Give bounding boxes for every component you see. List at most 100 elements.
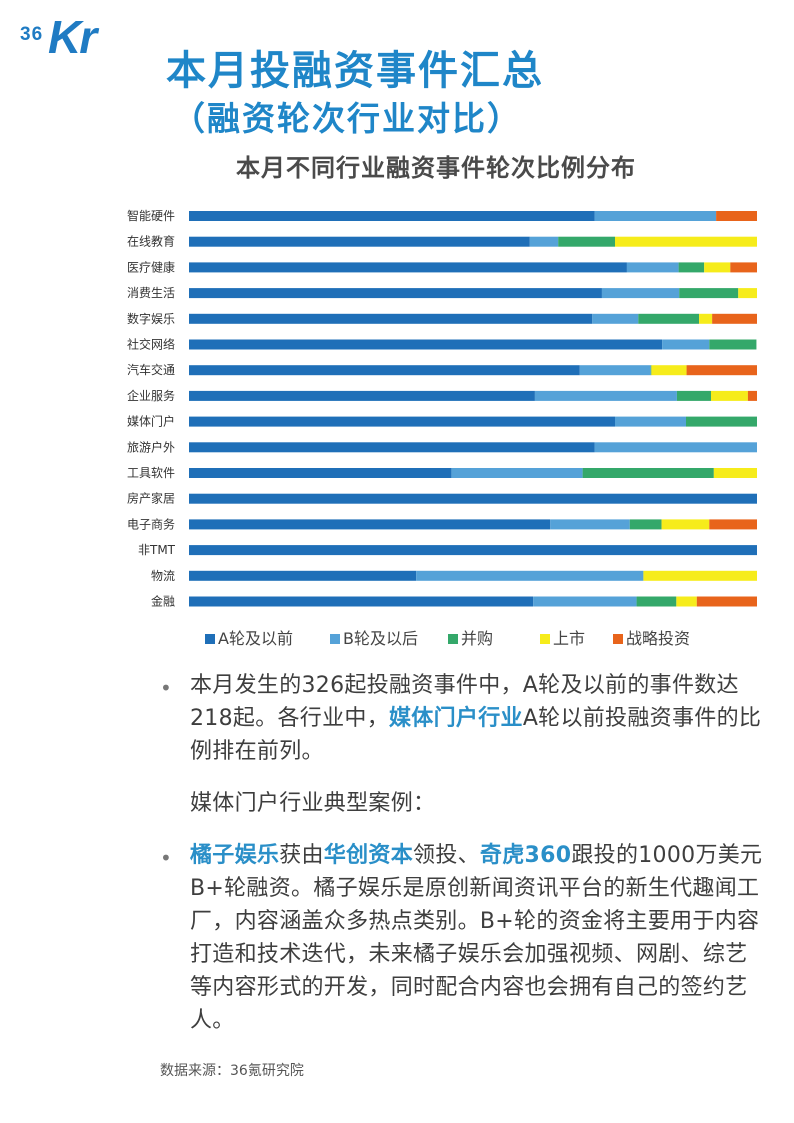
bar-segment	[643, 570, 757, 581]
category-label: 非TMT	[138, 543, 176, 557]
bar-segment	[189, 493, 757, 504]
bar-segment	[696, 596, 757, 607]
bar-segment	[704, 262, 731, 273]
bar-segment	[189, 390, 535, 401]
page-subtitle: （融资轮次行业对比）	[172, 99, 522, 138]
bar-segment	[189, 442, 595, 453]
bar-segment	[626, 262, 679, 273]
category-label: 消费生活	[127, 286, 175, 300]
legend-swatch	[540, 634, 550, 644]
bullet-2: •	[160, 846, 172, 870]
bar-segment	[601, 288, 680, 299]
bar-segment	[662, 339, 710, 350]
case-text-a: 获由	[279, 843, 324, 868]
bar-segment	[650, 365, 652, 376]
bar-segment	[189, 313, 593, 324]
bar-segment	[679, 288, 739, 299]
bar-segment	[529, 236, 559, 247]
legend-label: B轮及以后	[343, 629, 418, 648]
case-text-c: 跟投的1000万美元B+轮融资。橘子娱乐是原创新闻资讯平台的新生代趣闻工厂，内容…	[190, 843, 763, 1033]
bar-segment	[189, 416, 615, 427]
summary-text-b: A轮以前投融资事件的比例排在前列。	[190, 706, 762, 764]
bar-segment	[709, 339, 757, 350]
bar-segment	[636, 596, 677, 607]
legend-label: 上市	[553, 629, 585, 648]
category-label: 电子商务	[127, 516, 175, 531]
bar-segment	[189, 468, 452, 478]
bar-segment	[189, 545, 757, 556]
highlight-huachuang: 华创资本	[323, 843, 414, 868]
legend-swatch	[613, 634, 623, 644]
category-label: 数字娱乐	[127, 311, 175, 326]
bar-segment	[189, 570, 417, 581]
legend-swatch	[205, 634, 215, 644]
summary-text-a: 本月发生的326起投融资事件中，A轮及以前的事件数达218起。各行业中，	[190, 673, 739, 731]
bar-segment	[686, 365, 757, 376]
legend-label: 战略投资	[626, 629, 690, 648]
category-label: 物流	[151, 569, 175, 583]
legend-label: 并购	[461, 629, 493, 648]
bar-segment	[189, 519, 551, 530]
category-label: 医疗健康	[127, 259, 175, 274]
bar-segment	[730, 262, 757, 273]
category-label: 工具软件	[127, 466, 175, 480]
chart-title: 本月不同行业融资事件轮次比例分布	[236, 154, 636, 182]
highlight-media-portal: 媒体门户行业	[389, 706, 523, 731]
case-heading: 媒体门户行业典型案例：	[190, 791, 436, 816]
bar-segment	[189, 365, 580, 376]
category-label: 智能硬件	[127, 208, 175, 223]
case-paragraph: 橘子娱乐获由华创资本领投、奇虎360跟投的1000万美元B+轮融资。橘子娱乐是原…	[190, 839, 766, 1037]
bar-segment	[189, 236, 530, 247]
bar-segment	[651, 365, 687, 376]
bar-segment	[594, 211, 717, 221]
bar-segment	[676, 596, 697, 607]
bar-segment	[451, 468, 583, 478]
bar-segment	[709, 519, 757, 530]
bar-segment	[678, 262, 705, 273]
category-label: 在线教育	[127, 234, 175, 249]
category-label: 媒体门户	[127, 414, 175, 429]
bar-segment	[686, 416, 757, 427]
data-source: 数据来源：36氪研究院	[160, 1063, 304, 1079]
summary-paragraph: 本月发生的326起投融资事件中，A轮及以前的事件数达218起。各行业中，媒体门户…	[190, 669, 766, 768]
bar-segment	[582, 468, 714, 478]
bar-segment	[533, 596, 637, 607]
bar-segment	[189, 262, 627, 273]
bullet-1: •	[160, 676, 172, 700]
category-label: 汽车交通	[127, 362, 175, 377]
highlight-juzi: 橘子娱乐	[190, 843, 280, 868]
logo-36kr: 36 Kr	[16, 10, 108, 68]
bar-segment	[699, 313, 713, 324]
highlight-qihoo: 奇虎360	[479, 843, 572, 868]
category-label: 房产家居	[127, 491, 175, 506]
bar-segment	[189, 211, 595, 221]
legend-swatch	[330, 634, 340, 644]
bar-segment	[579, 365, 651, 376]
category-label: 企业服务	[127, 388, 175, 403]
stacked-bar-chart: 智能硬件在线教育医疗健康消费生活数字娱乐社交网络汽车交通企业服务媒体门户旅游户外…	[127, 208, 757, 648]
bar-segment	[615, 416, 686, 427]
bar-segment	[615, 236, 757, 247]
legend-swatch	[448, 634, 458, 644]
bar-segment	[638, 313, 700, 324]
bar-segment	[189, 339, 663, 350]
bar-segment	[558, 236, 615, 247]
bar-segment	[716, 211, 757, 221]
category-label: 旅游户外	[127, 439, 175, 454]
bar-segment	[594, 442, 757, 453]
case-text-b: 领投、	[413, 843, 480, 868]
page-title: 本月投融资事件汇总	[166, 48, 544, 94]
bar-segment	[416, 570, 644, 581]
bar-segment	[738, 288, 757, 299]
bar-segment	[710, 390, 748, 401]
bar-segment	[676, 390, 711, 401]
bar-segment	[550, 519, 630, 530]
bar-segment	[189, 596, 534, 607]
category-label: 社交网络	[127, 337, 175, 352]
bar-segment	[189, 288, 602, 299]
bar-segment	[534, 390, 677, 401]
bar-segment	[713, 468, 757, 478]
logo-number: 36	[20, 24, 44, 45]
category-label: 金融	[151, 594, 175, 609]
logo-kr: Kr	[48, 11, 97, 63]
